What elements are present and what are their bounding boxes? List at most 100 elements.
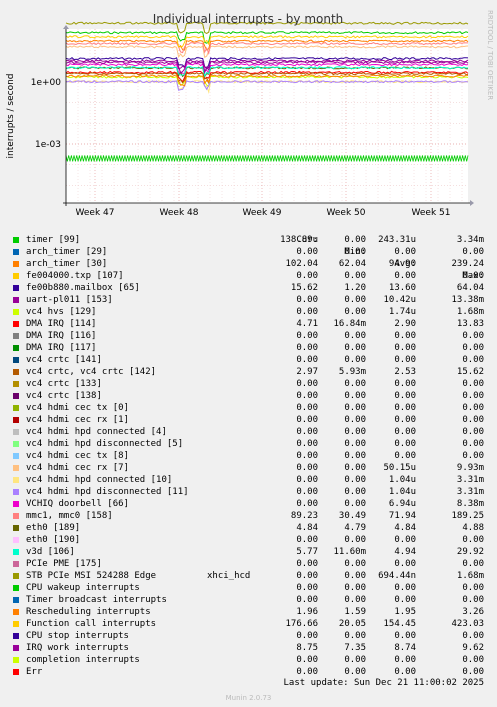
avg-value: 0.00 [394, 655, 416, 665]
munin-version: Munin 2.0.73 [225, 694, 272, 702]
legend-swatch [13, 549, 19, 555]
cur-value: 0.00 [296, 571, 318, 581]
legend-row: VCHIQ doorbell [66] 0.00 0.00 6.94u 8.38m [0, 498, 497, 510]
max-value: 0.00 [462, 247, 484, 257]
series-line [65, 35, 469, 48]
min-value: 0.00 [344, 583, 366, 593]
legend-swatch [13, 237, 19, 243]
avg-value: 0.00 [394, 427, 416, 437]
avg-value: 94.90 [388, 259, 416, 269]
plot-area [66, 29, 468, 203]
legend-swatch [13, 381, 19, 387]
legend-row: Rescheduling interrupts 1.96 1.59 1.95 3.26 [0, 606, 497, 618]
min-value: 0.00 [344, 571, 366, 581]
legend-swatch [13, 537, 19, 543]
max-value: 239.24 [451, 259, 484, 269]
cur-value: 0.00 [296, 559, 318, 569]
avg-value: 0.00 [394, 343, 416, 353]
legend-row: Timer broadcast interrupts 0.00 0.00 0.00 0.… [0, 594, 497, 606]
max-value: 29.92 [456, 547, 484, 557]
cur-value: 8.75 [296, 643, 318, 653]
x-axis-arrow [470, 200, 474, 206]
legend-swatch [13, 345, 19, 351]
legend-row: Function call interrupts 176.66 20.05 154.4… [0, 618, 497, 630]
avg-value: 243.31u [378, 235, 416, 245]
avg-value: 2.90 [394, 319, 416, 329]
cur-value: 4.84 [296, 523, 318, 533]
avg-value: 0.00 [394, 535, 416, 545]
cur-value: 0.00 [296, 595, 318, 605]
legend-swatch [13, 573, 19, 579]
max-value: 0.00 [462, 343, 484, 353]
min-value: 0.00 [344, 343, 366, 353]
cur-value: 0.00 [296, 271, 318, 281]
y-tick-label: 1e+00 [31, 78, 62, 88]
cur-value: 0.00 [296, 403, 318, 413]
max-value: 8.38m [456, 499, 484, 509]
max-value: 0.00 [462, 271, 484, 281]
cur-value: 0.00 [296, 475, 318, 485]
cur-value: 0.00 [296, 631, 318, 641]
cur-value: 0.00 [296, 463, 318, 473]
min-value: 62.04 [338, 259, 366, 269]
series-name: vc4 crtc, vc4 crtc [142] [26, 367, 157, 377]
min-value: 0.00 [344, 631, 366, 641]
cur-value: 5.77 [296, 547, 318, 557]
cur-value: 0.00 [296, 379, 318, 389]
avg-value: 71.94 [388, 511, 416, 521]
legend-header: Cur: Min: Avg: Max: [0, 222, 497, 281]
series-name: vc4 hdmi cec tx [0] [26, 403, 129, 413]
series-name: arch_timer [30] [26, 259, 108, 269]
min-value: 0.00 [344, 271, 366, 281]
max-header: Max: [462, 271, 484, 281]
series-name: vc4 crtc [133] [26, 379, 102, 389]
min-value: 0.00 [344, 403, 366, 413]
avg-value: 0.00 [394, 415, 416, 425]
max-value: 3.31m [456, 487, 484, 497]
cur-value: 0.00 [296, 295, 318, 305]
max-value: 64.04 [456, 283, 484, 293]
series-name: arch_timer [29] [26, 247, 108, 257]
legend-row: eth0 [190] 0.00 0.00 0.00 0.00 [0, 534, 497, 546]
cur-value: 0.00 [296, 331, 318, 341]
cur-header: Cur: [296, 235, 318, 245]
legend-swatch [13, 309, 19, 315]
max-value: 9.62 [462, 643, 484, 653]
avg-value: 4.84 [394, 523, 416, 533]
legend-swatch [13, 501, 19, 507]
min-value: 0.00 [344, 379, 366, 389]
legend-swatch [13, 597, 19, 603]
legend-swatch [13, 645, 19, 651]
avg-value: 0.00 [394, 631, 416, 641]
max-value: 0.00 [462, 379, 484, 389]
min-value: 0.00 [344, 451, 366, 461]
series-name: DMA IRQ [114] [26, 319, 97, 329]
legend-swatch [13, 393, 19, 399]
max-value: 13.83 [456, 319, 484, 329]
legend-swatch [13, 489, 19, 495]
max-value: 0.00 [462, 427, 484, 437]
max-value: 0.00 [462, 631, 484, 641]
avg-value: 0.00 [394, 667, 416, 677]
series-name: CPU wakeup interrupts [26, 583, 140, 593]
min-value: 7.35 [344, 643, 366, 653]
series-line [65, 62, 469, 75]
x-tick-label: Week 47 [76, 208, 115, 218]
avg-header: Avg: [394, 259, 416, 269]
legend-swatch [13, 453, 19, 459]
max-value: 0.00 [462, 451, 484, 461]
avg-value: 13.60 [388, 283, 416, 293]
min-header: Min: [344, 247, 366, 257]
series-layer [65, 21, 469, 162]
avg-value: 0.00 [394, 379, 416, 389]
legend-row: STB PCIe MSI 524288 Edge xhci_hcd 0.00 0.00… [0, 570, 497, 582]
legend-swatch [13, 633, 19, 639]
avg-value: 154.45 [383, 619, 416, 629]
min-value: 0.00 [344, 463, 366, 473]
cur-value: 0.00 [296, 355, 318, 365]
series-name: DMA IRQ [117] [26, 343, 97, 353]
max-value: 0.00 [462, 439, 484, 449]
min-value: 16.84m [333, 319, 366, 329]
min-value: 0.00 [344, 307, 366, 317]
legend-row: uart-pl011 [153] 0.00 0.00 10.42u 13.38m [0, 294, 497, 306]
